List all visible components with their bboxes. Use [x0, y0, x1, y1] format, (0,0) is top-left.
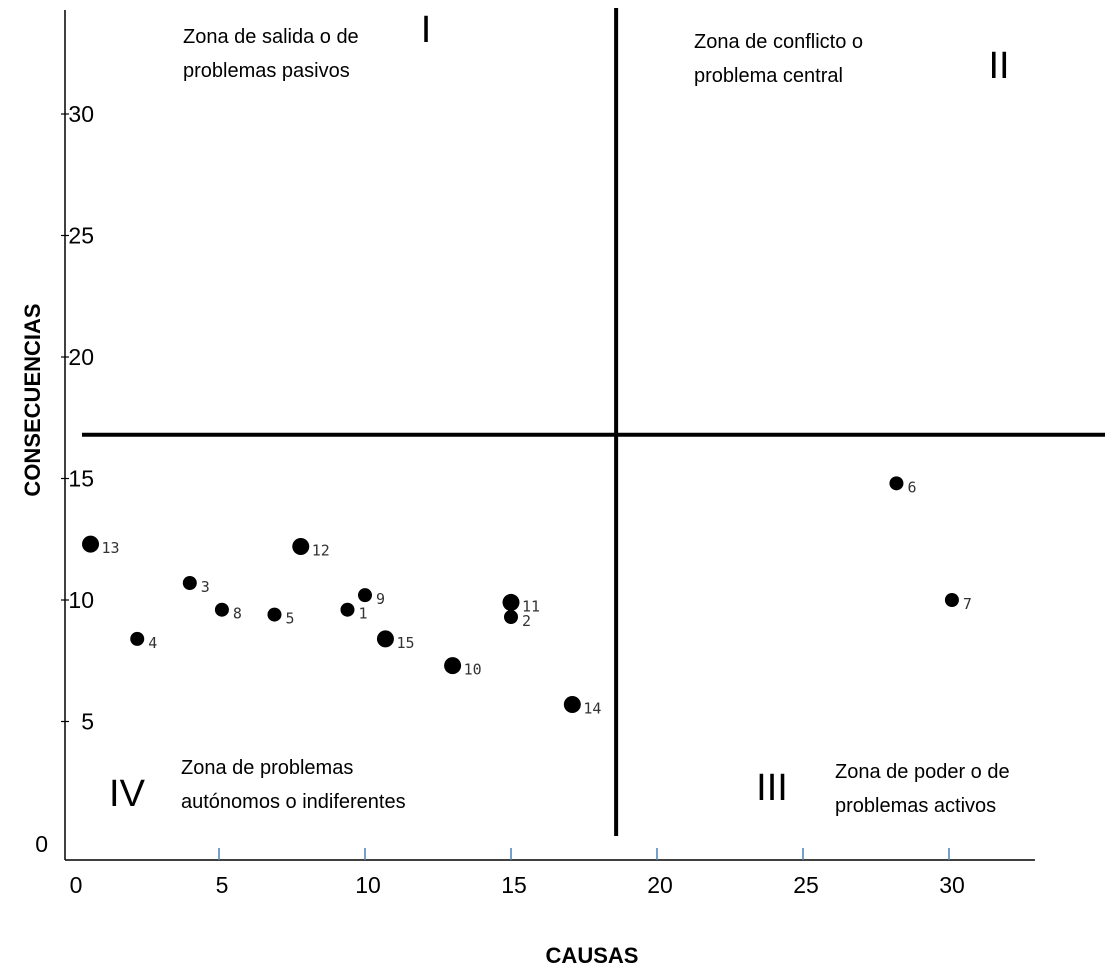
point-label-14: 14 — [583, 699, 601, 717]
point-label-11: 11 — [522, 597, 540, 615]
y-tick-label-30: 30 — [68, 101, 94, 127]
point-5 — [267, 607, 282, 622]
point-13 — [82, 535, 100, 553]
zone-3-text-line-1: Zona de poder o de — [835, 761, 1010, 783]
y-tick-label-25: 25 — [68, 223, 94, 249]
point-9 — [358, 588, 372, 603]
x-axis-ticks: 0 5 10 15 20 25 30 — [70, 848, 965, 898]
zone-3-text-line-2: problemas activos — [835, 795, 996, 817]
y-tick-label-20: 20 — [68, 344, 94, 370]
x-axis-title: CAUSAS — [546, 943, 639, 968]
x-tick-label-30: 30 — [939, 872, 965, 898]
point-8 — [214, 602, 229, 617]
point-6 — [889, 476, 904, 491]
zone-1-text-line-2: problemas pasivos — [183, 60, 350, 82]
point-label-2: 2 — [522, 612, 531, 630]
x-tick-label-0: 0 — [70, 872, 83, 898]
y-tick-label-5: 5 — [81, 709, 94, 735]
point-label-4: 4 — [148, 634, 157, 652]
point-7 — [944, 593, 959, 607]
point-label-8: 8 — [233, 605, 242, 623]
zone-4-numeral: IV — [109, 773, 146, 815]
point-label-3: 3 — [201, 578, 210, 596]
point-label-1: 1 — [358, 605, 367, 623]
y-axis-ticks: 0 5 10 15 20 25 30 — [35, 101, 94, 857]
point-10 — [444, 657, 462, 675]
point-4 — [130, 631, 145, 646]
point-11 — [502, 593, 520, 611]
point-label-5: 5 — [285, 610, 294, 628]
point-label-15: 15 — [396, 634, 414, 652]
x-tick-label-15: 15 — [501, 872, 527, 898]
zone-3-numeral: III — [756, 767, 788, 809]
x-tick-label-10: 10 — [355, 872, 381, 898]
zone-2-text-line-2: problema central — [694, 65, 843, 87]
point-label-9: 9 — [376, 590, 385, 608]
x-tick-label-25: 25 — [793, 872, 819, 898]
zone-2-numeral: II — [988, 45, 1009, 87]
point-14 — [563, 695, 581, 713]
point-label-10: 10 — [464, 661, 482, 679]
zone-4-text-line-2: autónomos o indiferentes — [181, 791, 406, 813]
point-label-13: 13 — [102, 539, 120, 557]
zone-1-numeral: I — [421, 9, 432, 51]
y-tick-label-15: 15 — [68, 466, 94, 492]
zone-2-text-line-1: Zona de conflicto o — [694, 31, 863, 53]
point-label-12: 12 — [312, 542, 330, 560]
x-tick-label-5: 5 — [216, 872, 229, 898]
point-15 — [376, 630, 394, 648]
point-3 — [182, 575, 197, 590]
y-tick-label-0: 0 — [35, 831, 48, 857]
zone-4-text-line-1: Zona de problemas — [181, 757, 353, 779]
point-label-6: 6 — [907, 478, 916, 496]
point-label-7: 7 — [963, 595, 972, 613]
point-12 — [292, 538, 310, 556]
y-axis-title: CONSECUENCIAS — [20, 303, 45, 496]
zone-1-text-line-1: Zona de salida o de — [183, 26, 359, 48]
x-tick-label-20: 20 — [647, 872, 673, 898]
point-1 — [340, 602, 355, 617]
point-2 — [504, 610, 518, 625]
y-tick-label-10: 10 — [68, 587, 94, 613]
